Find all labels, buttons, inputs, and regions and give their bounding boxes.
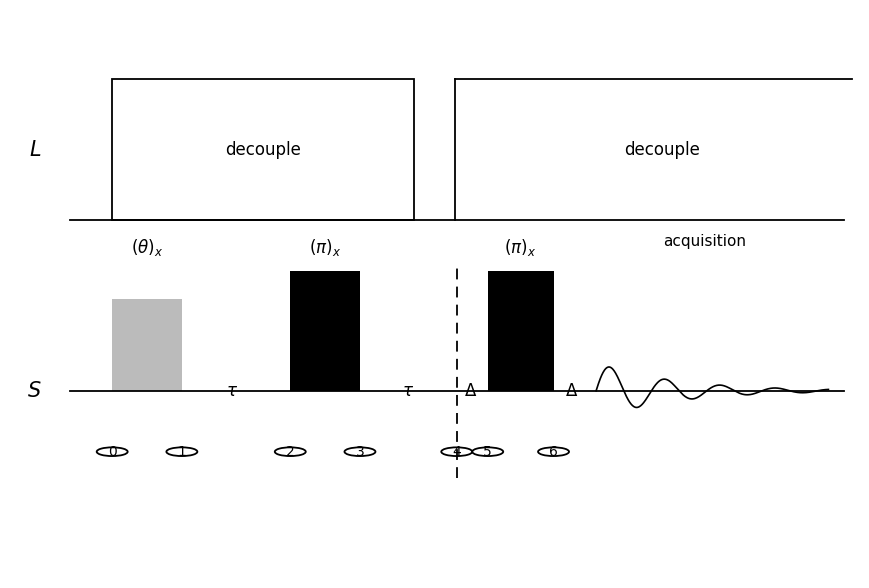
- Text: $\tau$: $\tau$: [226, 382, 238, 400]
- Text: $(\pi)_x$: $(\pi)_x$: [308, 237, 341, 258]
- Text: 1: 1: [177, 445, 186, 459]
- Text: $(\theta)_x$: $(\theta)_x$: [130, 237, 163, 258]
- Text: 0: 0: [108, 445, 116, 459]
- Bar: [112, 299, 182, 391]
- Text: decouple: decouple: [623, 141, 699, 159]
- Text: 6: 6: [548, 445, 557, 459]
- Text: 2: 2: [286, 445, 295, 459]
- Text: 3: 3: [355, 445, 364, 459]
- Text: decouple: decouple: [225, 141, 301, 159]
- Text: 4: 4: [452, 445, 461, 459]
- Text: $\Delta$: $\Delta$: [463, 382, 477, 400]
- Text: $S$: $S$: [28, 381, 42, 401]
- Text: 5: 5: [483, 445, 492, 459]
- Text: acquisition: acquisition: [662, 235, 746, 249]
- Text: $\tau$: $\tau$: [401, 382, 414, 400]
- Text: $L$: $L$: [29, 139, 41, 159]
- Text: $(\pi)_x$: $(\pi)_x$: [504, 237, 535, 258]
- Bar: [290, 271, 360, 391]
- Text: $\Delta$: $\Delta$: [564, 382, 577, 400]
- Bar: [112, 79, 414, 220]
- Bar: [488, 271, 553, 391]
